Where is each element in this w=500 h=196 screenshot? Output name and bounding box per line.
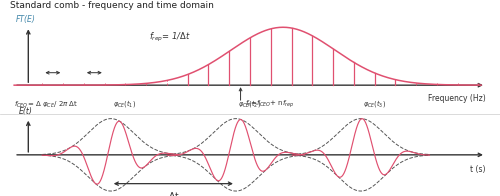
Text: $\varphi_{CE}(t_3)$: $\varphi_{CE}(t_3)$	[363, 98, 386, 109]
Text: $f_n$=$f_{CEO}$+ n$f_{rep}$: $f_n$=$f_{CEO}$+ n$f_{rep}$	[246, 99, 295, 110]
Text: $f_{CEO}$= $\Delta$ $\varphi_{CE}$/ 2$\pi$ $\Delta$t: $f_{CEO}$= $\Delta$ $\varphi_{CE}$/ 2$\p…	[14, 100, 78, 110]
Text: $f_{rep}$= 1/$\Delta$t: $f_{rep}$= 1/$\Delta$t	[149, 31, 191, 44]
Text: $\Delta$t: $\Delta$t	[168, 190, 179, 196]
Text: FT(E): FT(E)	[16, 15, 36, 24]
Text: $\varphi_{CE}(t_1)$: $\varphi_{CE}(t_1)$	[113, 98, 136, 109]
Text: Standard comb - frequency and time domain: Standard comb - frequency and time domai…	[10, 1, 214, 10]
Text: $\varphi_{CE}(t_2)$: $\varphi_{CE}(t_2)$	[238, 98, 262, 109]
Text: E(t): E(t)	[19, 107, 33, 116]
Text: t (s): t (s)	[470, 165, 486, 174]
Text: Frequency (Hz): Frequency (Hz)	[428, 94, 486, 103]
